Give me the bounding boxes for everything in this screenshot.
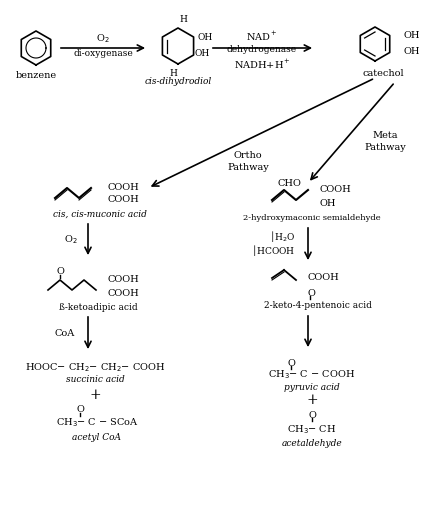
Text: +: + xyxy=(306,393,318,407)
Text: Meta: Meta xyxy=(372,130,398,140)
Text: benzene: benzene xyxy=(16,71,57,79)
Text: $│$H$_2$O: $│$H$_2$O xyxy=(269,229,295,244)
Text: CH$_3$$-$ C $-$ SCoA: CH$_3$$-$ C $-$ SCoA xyxy=(55,417,139,429)
Text: COOH: COOH xyxy=(320,185,352,195)
Text: O: O xyxy=(56,267,64,277)
Text: H: H xyxy=(179,15,187,23)
Text: pyruvic acid: pyruvic acid xyxy=(284,384,340,392)
Text: O$_2$: O$_2$ xyxy=(96,33,110,45)
Text: acetaldehyde: acetaldehyde xyxy=(282,440,342,448)
Text: O: O xyxy=(287,359,295,367)
Text: CH$_3$$-$ C $-$ COOH: CH$_3$$-$ C $-$ COOH xyxy=(268,368,356,381)
Text: COOH: COOH xyxy=(108,196,140,204)
Text: Pathway: Pathway xyxy=(364,143,406,152)
Text: COOH: COOH xyxy=(108,184,140,193)
Text: dehydrogenase: dehydrogenase xyxy=(227,46,297,54)
Text: +: + xyxy=(89,388,101,402)
Text: ß-ketoadipic acid: ß-ketoadipic acid xyxy=(59,303,137,311)
Text: cis, cis-muconic acid: cis, cis-muconic acid xyxy=(53,210,147,218)
Text: OH: OH xyxy=(403,32,419,40)
Text: COOH: COOH xyxy=(308,274,340,282)
Text: OH: OH xyxy=(198,34,213,43)
Text: CH$_3$$-$ CH: CH$_3$$-$ CH xyxy=(287,424,337,436)
Text: O: O xyxy=(76,405,84,415)
Text: HOOC$-$ CH$_2$$-$ CH$_2$$-$ COOH: HOOC$-$ CH$_2$$-$ CH$_2$$-$ COOH xyxy=(25,362,165,374)
Text: H: H xyxy=(169,69,177,77)
Text: succinic acid: succinic acid xyxy=(66,376,124,385)
Text: $│$HCOOH: $│$HCOOH xyxy=(251,243,295,258)
Text: OH: OH xyxy=(403,48,419,57)
Text: CHO: CHO xyxy=(278,179,302,187)
Text: COOH: COOH xyxy=(108,289,140,297)
Text: Pathway: Pathway xyxy=(227,162,269,171)
Text: acetyl CoA: acetyl CoA xyxy=(72,432,122,442)
Text: NAD$^+$: NAD$^+$ xyxy=(246,30,278,43)
Text: catechol: catechol xyxy=(362,70,404,78)
Text: di-oxygenase: di-oxygenase xyxy=(73,49,133,59)
Text: Ortho: Ortho xyxy=(234,151,262,159)
Text: NADH+H$^+$: NADH+H$^+$ xyxy=(234,58,291,71)
Text: 2-keto-4-pentenoic acid: 2-keto-4-pentenoic acid xyxy=(264,302,372,310)
Text: cis-dihydrodiol: cis-dihydrodiol xyxy=(144,77,211,87)
Text: OH: OH xyxy=(194,49,210,59)
Text: 2-hydroxymaconic semialdehyde: 2-hydroxymaconic semialdehyde xyxy=(243,214,381,222)
Text: COOH: COOH xyxy=(108,276,140,284)
Text: O$_2$: O$_2$ xyxy=(64,234,78,247)
Text: OH: OH xyxy=(320,199,337,209)
Text: O: O xyxy=(308,289,316,297)
Text: CoA: CoA xyxy=(55,329,75,337)
Text: O: O xyxy=(308,411,316,419)
